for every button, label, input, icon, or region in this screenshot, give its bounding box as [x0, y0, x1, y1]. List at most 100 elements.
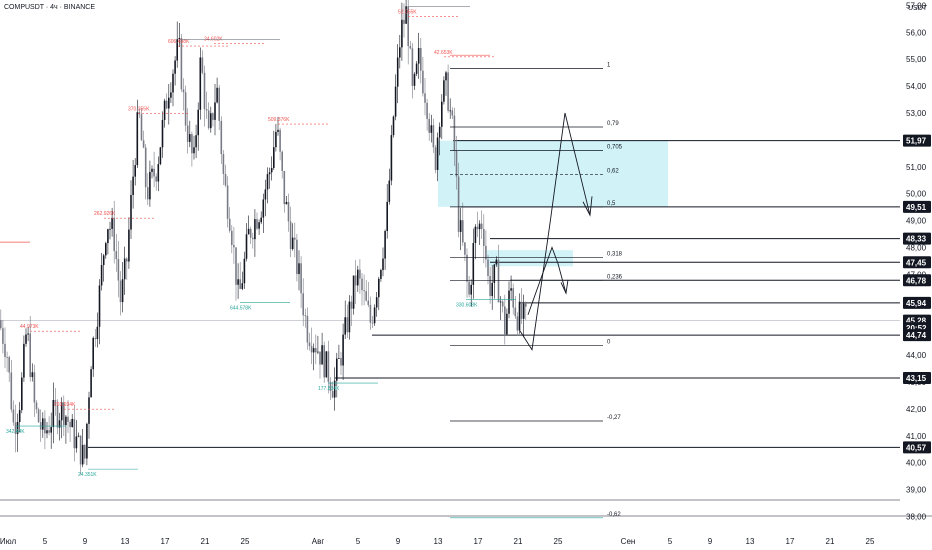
- price-badge-label: 40,57: [906, 443, 927, 452]
- fib-label: -0,27: [607, 415, 621, 421]
- volume-label: 606.498K: [168, 39, 190, 45]
- candle: [499, 301, 502, 303]
- candle: [60, 402, 63, 421]
- price-badge-label: 45,28: [906, 317, 927, 326]
- candle: [382, 258, 384, 271]
- price-badge-label: 46,78: [906, 276, 927, 285]
- candle: [403, 19, 405, 24]
- candle: [291, 237, 294, 250]
- candle: [514, 307, 517, 317]
- candle: [210, 113, 212, 129]
- time-tick-label: 17: [161, 537, 170, 546]
- candle: [317, 351, 319, 353]
- candle: [438, 126, 441, 138]
- volume-label: 177.834K: [318, 386, 340, 392]
- candle: [27, 333, 29, 335]
- candle: [386, 201, 388, 232]
- candle: [270, 167, 273, 173]
- candle: [388, 180, 391, 202]
- time-tick-label: 17: [786, 537, 795, 546]
- candle: [142, 140, 145, 148]
- candle: [121, 279, 124, 303]
- candle: [100, 265, 103, 286]
- price-badge-label: 45,94: [906, 299, 927, 308]
- forecast-path: [519, 112, 591, 351]
- candle: [363, 290, 365, 292]
- price-badge: 44,74: [903, 329, 931, 342]
- candle: [256, 219, 258, 229]
- fib-zone-lower: [487, 250, 573, 267]
- time-tick-label: 13: [434, 537, 443, 546]
- candle: [92, 337, 94, 370]
- price-badge-label: 47,45: [906, 258, 927, 267]
- price-tick-label: 41,00: [906, 432, 927, 441]
- candle: [123, 258, 126, 280]
- candle: [323, 345, 325, 378]
- candle: [399, 47, 401, 58]
- candle: [4, 343, 6, 358]
- fib-lines: 1 0,79 0,705 0,62 0,5 0,318 0,236 0 -0,27 -0,62: [450, 63, 623, 519]
- price-tick-label: 42,00: [906, 405, 927, 414]
- candle: [264, 189, 267, 200]
- time-tick-label: Сен: [621, 537, 636, 546]
- price-tick-label: 44,00: [906, 351, 927, 360]
- candle: [71, 418, 73, 428]
- candle: [67, 416, 69, 422]
- volume-label: 644.578K: [230, 305, 252, 311]
- candle: [31, 372, 34, 378]
- candle: [464, 242, 466, 255]
- fib-label: 0,236: [607, 274, 623, 280]
- candle: [130, 195, 132, 230]
- candle: [434, 147, 437, 170]
- candle: [501, 301, 504, 307]
- candle: [447, 72, 449, 111]
- candle: [346, 317, 349, 333]
- candle: [476, 226, 479, 230]
- candle: [178, 38, 181, 40]
- time-tick-label: 17: [474, 537, 483, 546]
- candle: [243, 258, 246, 284]
- candle: [522, 303, 525, 319]
- price-tick-label: 39,00: [906, 486, 927, 495]
- candle: [294, 237, 296, 240]
- candle: [35, 402, 38, 410]
- time-axis[interactable]: Июл 5 9 13 17 21 25 Авг 5 9 13 17 21 25 Сен 5 9 13 17 21 25: [0, 537, 875, 546]
- candle: [233, 244, 235, 248]
- candle: [8, 357, 10, 373]
- candle: [96, 326, 99, 340]
- candle: [201, 57, 204, 73]
- candle: [426, 102, 428, 119]
- forecast-arrowhead: [582, 196, 593, 217]
- candle: [277, 129, 279, 132]
- price-badge-bg: [903, 441, 931, 454]
- price-badge-label: 43,15: [906, 374, 927, 383]
- candle: [226, 185, 229, 219]
- candle: [497, 259, 500, 303]
- candle: [241, 283, 244, 289]
- candle: [331, 391, 334, 398]
- candle: [216, 87, 218, 103]
- candle: [174, 60, 176, 74]
- candle: [495, 259, 498, 265]
- price-badges: 51,97 49,51 48,33 47,45 46,78 45,94 45,2820:52…: [903, 134, 931, 454]
- candle: [23, 343, 25, 378]
- price-badge-bg: [903, 296, 931, 309]
- candle: [170, 92, 172, 98]
- candle: [312, 348, 315, 353]
- candle: [304, 315, 307, 317]
- candle: [79, 435, 82, 465]
- candle: [132, 176, 134, 196]
- candle: [6, 357, 8, 358]
- candle: [56, 405, 59, 428]
- time-tick-label: Авг: [312, 537, 325, 546]
- price-tick-label: 56,00: [906, 28, 927, 37]
- candle: [281, 151, 283, 171]
- price-badge-label: 44,74: [906, 331, 927, 340]
- fib-label: 0,318: [607, 252, 623, 258]
- candle: [98, 285, 101, 327]
- candle: [105, 243, 107, 256]
- candle: [289, 221, 292, 250]
- volume-label: 262.926K: [94, 211, 116, 217]
- volume-label: 509.376K: [268, 117, 290, 123]
